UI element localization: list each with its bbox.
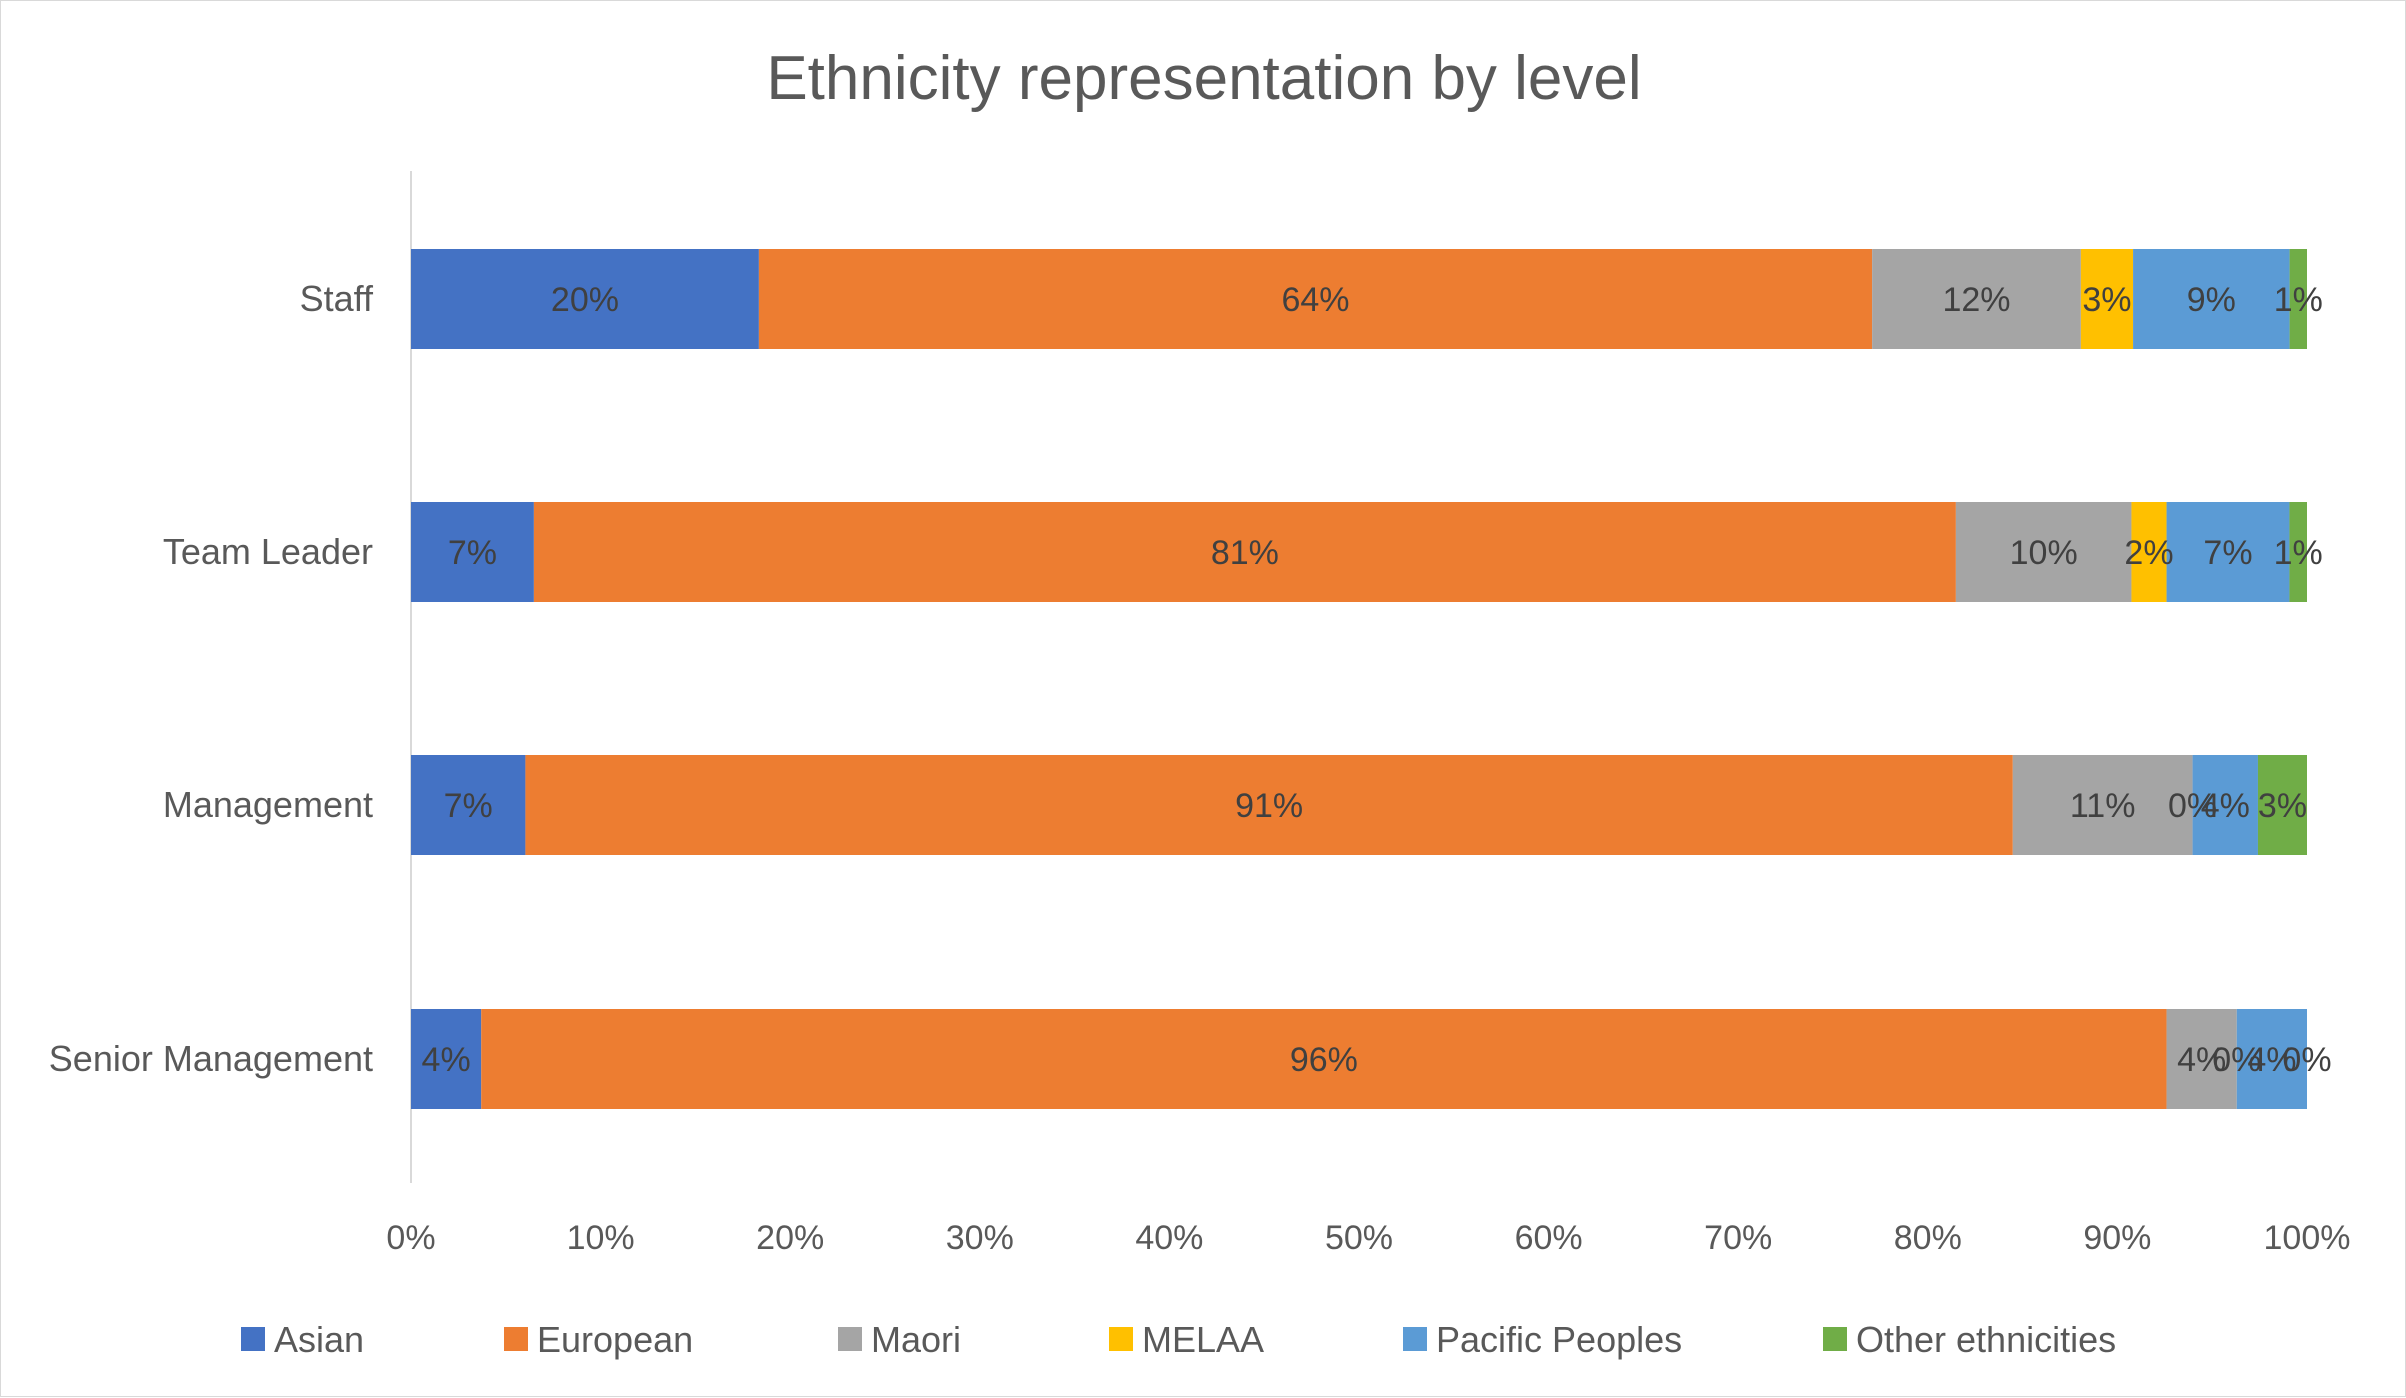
data-label-team-leader-other-ethnicities: 1% (2274, 534, 2323, 572)
legend-label-european: European (537, 1319, 693, 1360)
data-label-staff-other-ethnicities: 1% (2274, 281, 2323, 319)
bar-management-asian (411, 755, 526, 855)
bar-staff-maori (1872, 249, 2081, 349)
bars-group (411, 249, 2307, 1109)
x-tick-label-100: 100% (2264, 1219, 2351, 1257)
x-tick-label-80: 80% (1894, 1219, 1962, 1257)
legend-label-other-ethnicities: Other ethnicities (1856, 1319, 2116, 1360)
data-label-staff-melaa: 3% (2082, 281, 2131, 319)
legend-label-pacific-peoples: Pacific Peoples (1436, 1319, 1682, 1360)
data-label-team-leader-pacific-peoples: 7% (2203, 534, 2252, 572)
x-tick-label-40: 40% (1135, 1219, 1203, 1257)
data-label-staff-pacific-peoples: 9% (2187, 281, 2236, 319)
data-label-team-leader-european: 81% (1211, 534, 1279, 572)
bar-staff-asian (411, 249, 759, 349)
bar-management-maori (2012, 755, 2193, 855)
x-tick-label-10: 10% (567, 1219, 635, 1257)
data-label-management-melaa: 0% (2168, 787, 2217, 825)
data-label-staff-maori: 12% (1942, 281, 2010, 319)
bar-team-leader-other-ethnicities (2289, 502, 2307, 602)
x-tick-label-90: 90% (2083, 1219, 2151, 1257)
legend-label-asian: Asian (274, 1319, 364, 1360)
data-label-senior-management-asian: 4% (422, 1041, 471, 1079)
category-label-team-leader: Team Leader (163, 531, 373, 572)
x-tick-label-20: 20% (756, 1219, 824, 1257)
bar-team-leader-melaa (2131, 502, 2167, 602)
data-label-senior-management-pacific-peoples: 4% (2247, 1041, 2296, 1079)
data-label-management-european: 91% (1235, 787, 1303, 825)
data-label-senior-management-melaa: 0% (2212, 1041, 2261, 1079)
x-tick-label-60: 60% (1515, 1219, 1583, 1257)
category-label-senior-management: Senior Management (49, 1038, 373, 1079)
bar-senior-management-maori (2166, 1009, 2237, 1109)
legend-swatch-maori (838, 1327, 862, 1351)
bar-team-leader-maori (1955, 502, 2132, 602)
bar-staff-melaa (2080, 249, 2134, 349)
data-label-management-other-ethnicities: 3% (2258, 787, 2307, 825)
data-label-senior-management-maori: 4% (2177, 1041, 2226, 1079)
x-tick-label-70: 70% (1704, 1219, 1772, 1257)
data-label-team-leader-maori: 10% (2010, 534, 2078, 572)
data-label-management-maori: 11% (2070, 787, 2136, 825)
legend-swatch-european (504, 1327, 528, 1351)
category-labels-group: Staff Team Leader Management Senior Managem… (49, 278, 374, 1079)
x-tick-label-0: 0% (386, 1219, 435, 1257)
chart-title: Ethnicity representation by level (766, 44, 1641, 113)
legend-swatch-pacific-peoples (1403, 1327, 1427, 1351)
bar-team-leader-european (533, 502, 1956, 602)
bar-management-pacific-peoples (2192, 755, 2258, 855)
bar-senior-management-asian (411, 1009, 482, 1109)
legend-swatch-asian (241, 1327, 265, 1351)
legend-label-maori: Maori (871, 1319, 961, 1360)
legend-swatch-other-ethnicities (1823, 1327, 1847, 1351)
category-label-staff: Staff (300, 278, 374, 319)
legend: Asian European Maori MELAA Pacific Peoples Ot… (241, 1319, 2116, 1360)
x-tick-label-30: 30% (946, 1219, 1014, 1257)
data-label-management-asian: 7% (444, 787, 493, 825)
x-tick-label-50: 50% (1325, 1219, 1393, 1257)
data-label-senior-management-other-ethnicities: 0% (2282, 1041, 2331, 1079)
bar-team-leader-asian (411, 502, 534, 602)
data-label-management-pacific-peoples: 4% (2201, 787, 2250, 825)
bar-team-leader-pacific-peoples (2166, 502, 2290, 602)
data-label-staff-asian: 20% (551, 281, 619, 319)
bar-staff-pacific-peoples (2133, 249, 2290, 349)
legend-swatch-melaa (1109, 1327, 1133, 1351)
data-label-team-leader-melaa: 2% (2124, 534, 2173, 572)
data-label-team-leader-asian: 7% (448, 534, 497, 572)
legend-label-melaa: MELAA (1142, 1319, 1264, 1360)
data-label-senior-management-european: 96% (1290, 1041, 1358, 1079)
bar-management-other-ethnicities (2257, 755, 2307, 855)
bar-management-european (525, 755, 2013, 855)
category-label-management: Management (163, 784, 373, 825)
bar-staff-other-ethnicities (2289, 249, 2307, 349)
data-labels-group: 20% 64% 12% 3% 9% 1%7% 81% 10% 2% 7% 1%7% 91% 11% 0%4… (422, 281, 2332, 1079)
x-tick-labels-group: 0% 10% 20% 30% 40% 50% 60% 70% 80% 90% 100% (386, 1219, 2350, 1257)
data-label-staff-european: 64% (1281, 281, 1349, 319)
bar-senior-management-european (481, 1009, 2167, 1109)
bar-senior-management-pacific-peoples (2236, 1009, 2307, 1109)
bar-staff-european (758, 249, 1873, 349)
